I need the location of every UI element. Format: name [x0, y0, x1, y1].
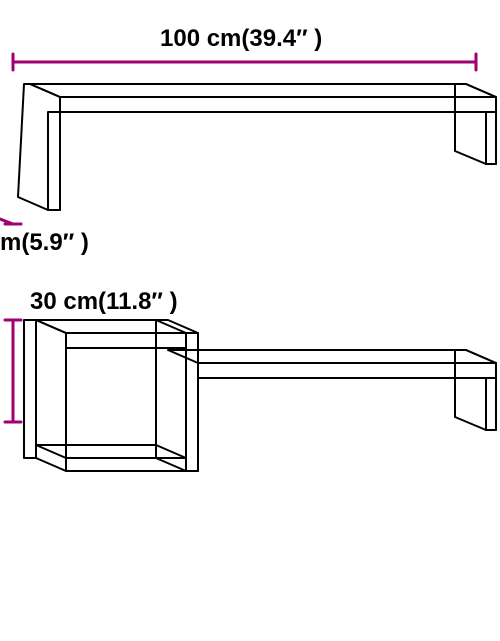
diagram-stage: 100 cm(39.4″ ) m(5.9″ ) 30 cm(11.8″ )	[0, 0, 500, 641]
technical-drawing	[0, 0, 500, 641]
dim-label-width: 100 cm(39.4″ )	[160, 25, 322, 53]
top-left-front	[48, 112, 60, 210]
cube-bottom-front	[66, 458, 186, 471]
cube-bottom-top	[36, 445, 186, 458]
dim-label-height: 30 cm(11.8″ )	[30, 288, 178, 316]
cube-top-front	[66, 333, 186, 348]
bot-right-board-front	[198, 363, 496, 378]
cube-right-front	[186, 333, 198, 471]
shelf-bottom-group	[24, 320, 496, 471]
bot-right-board-top	[168, 350, 496, 363]
top-left-side	[18, 84, 60, 210]
cube-left-outer	[24, 320, 36, 458]
dim-label-depth: m(5.9″ )	[0, 229, 89, 257]
top-board-top	[30, 84, 496, 97]
top-right-front	[486, 112, 496, 164]
bot-right-front	[486, 378, 496, 430]
top-board-front	[60, 97, 496, 112]
cube-left-slant	[36, 320, 66, 471]
cube-top-top	[36, 320, 186, 333]
shelf-top-group	[18, 84, 496, 210]
